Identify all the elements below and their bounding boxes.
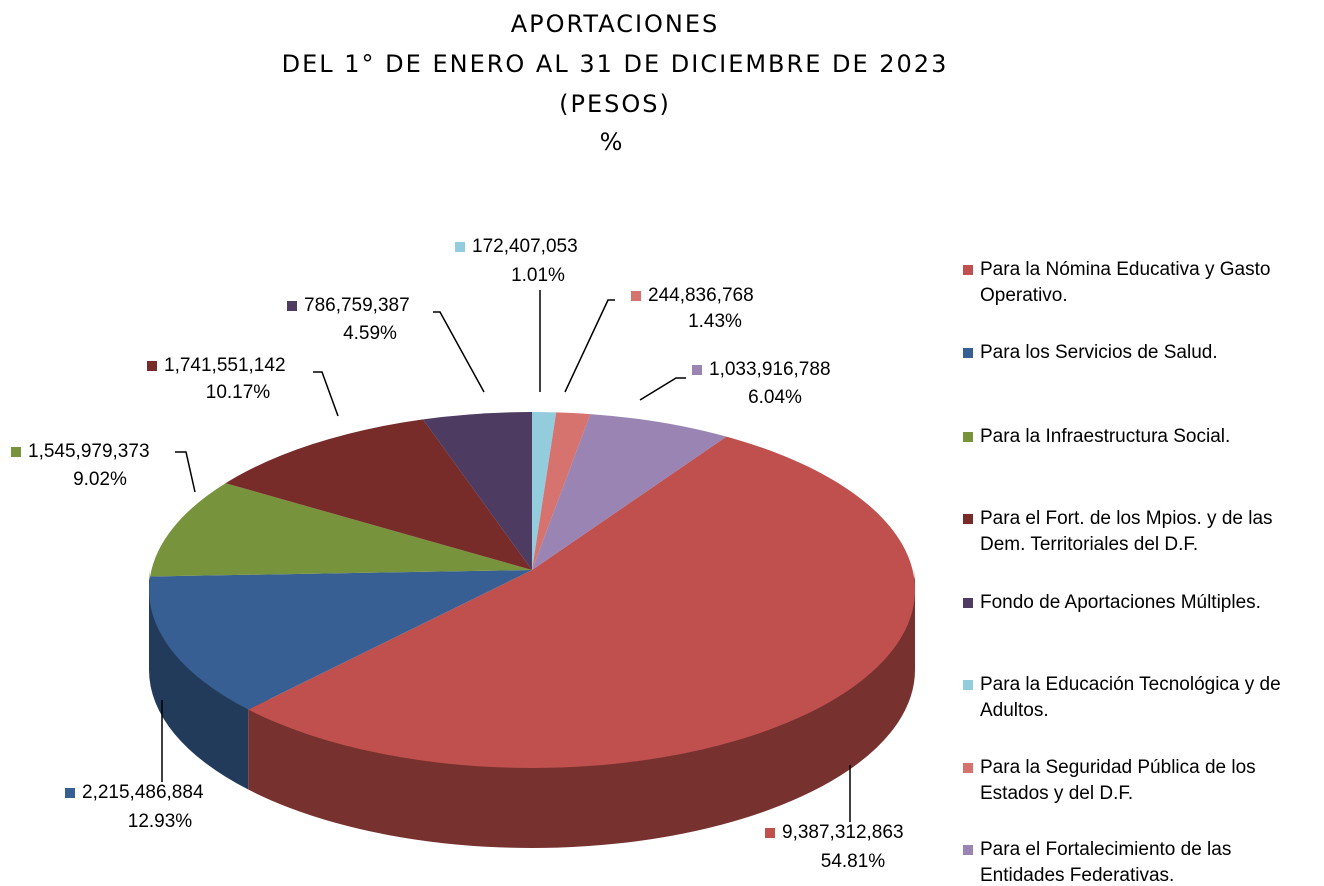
chart-subtitle: (PESOS)	[559, 90, 671, 118]
legend-swatch	[963, 265, 973, 275]
legend-label: Para la Seguridad Pública de los Estados…	[980, 757, 1256, 804]
legend-swatch	[963, 432, 973, 442]
chart-title: APORTACIONES	[511, 10, 720, 38]
leader-line	[313, 371, 339, 417]
legend-swatch	[963, 514, 973, 524]
leader-line	[639, 377, 686, 401]
legend-swatch	[963, 598, 973, 608]
legend-label: Para la Nómina Educativa y Gasto Operati…	[980, 259, 1271, 306]
slice	[422, 412, 532, 570]
slice	[225, 419, 533, 570]
legend-label: Para la Educación Tecnológica y de Adult…	[980, 674, 1281, 721]
slice	[248, 436, 915, 768]
slice-side	[149, 570, 249, 790]
label-swatch	[287, 301, 297, 311]
leader-line	[564, 299, 615, 393]
chart-subtitle: DEL 1° DE ENERO AL 31 DE DICIEMBRE DE 20…	[282, 50, 949, 78]
pie-sides	[149, 570, 916, 849]
label-swatch	[692, 365, 702, 375]
percent-label: 1.43%	[688, 311, 742, 332]
label-swatch	[631, 291, 641, 301]
percent-label: 54.81%	[821, 851, 886, 872]
percent-label: 6.04%	[748, 387, 802, 408]
slice-side	[248, 570, 916, 849]
slice	[532, 412, 591, 570]
chart-subtitle: %	[600, 128, 625, 156]
percent-label: 1.01%	[511, 265, 565, 286]
label-swatch	[147, 361, 157, 371]
legend-label: Para el Fort. de los Mpios. y de las Dem…	[980, 508, 1273, 555]
legend-label: Para la Infraestructura Social.	[980, 426, 1231, 447]
legend-swatch	[963, 845, 973, 855]
percent-label: 9.02%	[73, 469, 127, 490]
value-label: 786,759,387	[304, 295, 410, 316]
value-label: 172,407,053	[472, 236, 578, 257]
label-swatch	[65, 788, 75, 798]
value-label: 9,387,312,863	[782, 822, 904, 843]
percent-label: 10.17%	[206, 382, 271, 403]
slice	[148, 570, 532, 710]
value-label: 1,033,916,788	[709, 359, 831, 380]
value-label: 244,836,768	[648, 285, 754, 306]
pie-tops	[148, 412, 915, 768]
value-label: 2,215,486,884	[82, 782, 204, 803]
percent-label: 4.59%	[343, 323, 397, 344]
label-swatch	[765, 828, 775, 838]
legend-label: Para el Fortalecimiento de las Entidades…	[980, 839, 1232, 886]
legend-swatch	[963, 680, 973, 690]
legend-label: Para los Servicios de Salud.	[980, 342, 1218, 363]
legend-label: Fondo de Aportaciones Múltiples.	[980, 592, 1261, 613]
leader-line	[175, 451, 196, 493]
legend-swatch	[963, 348, 973, 358]
slice	[532, 412, 557, 570]
value-label: 1,545,979,373	[28, 441, 150, 462]
legend-swatch	[963, 763, 973, 773]
percent-label: 12.93%	[128, 811, 193, 832]
label-swatch	[11, 447, 21, 457]
leader-line	[433, 311, 485, 393]
slice	[532, 414, 727, 570]
label-swatch	[455, 242, 465, 252]
value-label: 1,741,551,142	[164, 355, 286, 376]
slice	[150, 483, 532, 577]
